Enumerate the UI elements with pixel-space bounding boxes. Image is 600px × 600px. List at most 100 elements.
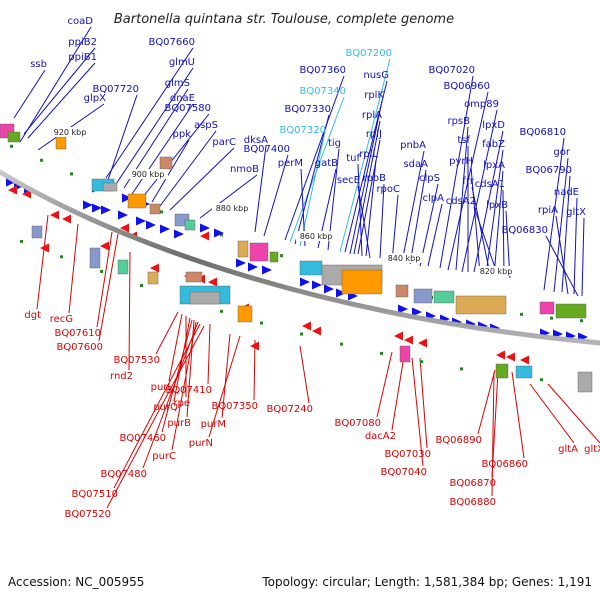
gene-label-bq07520: BQ07520	[64, 509, 111, 520]
leader-rpla	[353, 120, 381, 255]
leader-pyrh	[470, 166, 481, 275]
kbp-tick-labels: 920 kbp 900 kbp 880 kbp 860 kbp 840 kbp 820 k…	[50, 127, 516, 276]
reverse-gene-arrow	[62, 214, 71, 224]
leader-bq07350	[253, 339, 256, 401]
forward-gene-arrow	[398, 304, 408, 314]
gene-label-clpa: clpA	[423, 193, 445, 204]
reverse-gene-arrow	[418, 338, 427, 348]
kbp-tick-bg	[128, 169, 168, 179]
gene-tick-dot	[20, 239, 23, 243]
gene-feature-box	[555, 303, 587, 319]
gene-label-bq06890: BQ06890	[435, 435, 482, 446]
leader-bq06860	[511, 371, 525, 459]
forward-gene-arrow	[200, 223, 210, 233]
reverse-gene-labels: dgt recGBQ07610BQ07600rnd2BQ07530purLrpep…	[24, 310, 600, 520]
gene-label-glmu: glmU	[169, 57, 195, 68]
forward-gene-arrow	[214, 228, 224, 238]
gene-feature-box	[249, 242, 269, 262]
leader-gor	[553, 157, 569, 293]
leader-gltx	[547, 383, 600, 444]
gene-label-sdaa: sdaA	[403, 159, 428, 170]
gene-feature-box	[495, 363, 509, 379]
gene-label-purn: purN	[189, 438, 213, 449]
reverse-gene-arrow	[200, 231, 209, 241]
gene-tick-dot	[70, 172, 73, 176]
forward-gene-arrow	[146, 220, 156, 230]
reverse-gene-arrow	[40, 243, 49, 253]
forward-gene-arrow	[262, 265, 272, 275]
gene-label-nade: nadE	[554, 187, 579, 198]
leader-bq06880	[491, 371, 495, 497]
gene-label-bq07480: BQ07480	[100, 469, 147, 480]
gene-label-cdsa1: cdsA1	[475, 179, 505, 190]
gene-label-bq06810: BQ06810	[519, 127, 566, 138]
gene-label-purl: purL	[151, 382, 174, 393]
forward-gene-arrow	[101, 205, 111, 215]
gene-label-bq07040: BQ07040	[380, 467, 427, 478]
gene-label-tsf: tsf	[457, 135, 470, 146]
leader-bq07520	[106, 325, 205, 509]
leader-asps	[159, 130, 217, 207]
gene-tick-dot	[220, 233, 223, 237]
leader-bq06790	[561, 175, 571, 293]
leader-purq	[173, 317, 191, 402]
leader-purm	[221, 333, 231, 419]
leader-ppk	[151, 139, 190, 203]
forward-gene-arrow	[300, 277, 310, 287]
kbp-tick-840-kbp: 840 kbp	[388, 254, 421, 263]
leader-frr	[471, 186, 491, 275]
forward-gene-arrow	[136, 216, 146, 226]
gene-label-bq07720: BQ07720	[92, 84, 139, 95]
reverse-gene-arrow	[302, 321, 311, 331]
gene-label-gor: gor	[553, 147, 570, 158]
gene-tick-dot	[460, 367, 463, 371]
leader-rplk	[349, 100, 383, 255]
gene-label-pyrh: pyrH	[449, 156, 473, 167]
genome-backbone-arc	[0, 169, 600, 346]
gene-label-sece: secE	[337, 175, 360, 186]
leader-clps	[419, 183, 439, 267]
gene-label-ppk: ppk	[173, 129, 192, 140]
gene-label-rpob: rpoB	[363, 173, 387, 184]
gene-label-lpxa: lpxA	[483, 160, 505, 171]
gene-feature-box	[185, 271, 203, 283]
leader-bq07080	[376, 351, 393, 418]
gene-label-bq07610: BQ07610	[54, 328, 101, 339]
leader-rpll	[365, 159, 377, 257]
gene-feature-box	[149, 203, 161, 215]
gene-label-bq07360: BQ07360	[299, 65, 346, 76]
forward-gene-labels: coaD ssb ppiB2 ppiB1 glpX BQ07660 BQ07720 glmU g…	[30, 16, 586, 236]
gene-label-gltx: gltX	[566, 207, 586, 218]
gene-tick-dot	[10, 144, 13, 148]
gene-label-rpsb: rpsB	[447, 116, 470, 127]
leader-dksa	[254, 145, 267, 233]
gene-tick-dot	[580, 319, 583, 323]
forward-gene-arrow	[174, 229, 184, 239]
gene-feature-box	[433, 290, 455, 304]
gene-feature-box	[7, 131, 21, 143]
gene-label-bq06880: BQ06880	[449, 497, 496, 508]
leader-coad	[19, 26, 92, 143]
leader-bq07530	[155, 311, 179, 355]
reverse-gene-arrow	[496, 350, 505, 360]
leader-ppib2	[23, 47, 96, 135]
gene-label-bq07460: BQ07460	[119, 433, 166, 444]
gene-label-rpia: rpiA	[538, 205, 558, 216]
gene-label-rpla: rplA	[362, 110, 382, 121]
gene-label-bq07030: BQ07030	[384, 449, 431, 460]
kbp-tick-820-kbp: 820 kbp	[480, 267, 513, 276]
gene-label-bq07350: BQ07350	[211, 401, 258, 412]
leader-bq07030	[419, 357, 428, 449]
forward-gene-arrow	[312, 280, 322, 290]
reverse-gene-arrow	[100, 241, 109, 251]
gene-tick-dot	[340, 342, 343, 346]
leader-rpob	[379, 183, 385, 259]
leader-fabz	[485, 149, 504, 275]
leader-clpa	[427, 203, 443, 267]
gene-feature-box	[31, 225, 43, 239]
reverse-gene-arrow	[8, 185, 17, 195]
gene-label-bq07340: BQ07340	[299, 86, 346, 97]
leader-gltx	[581, 217, 585, 297]
reverse-gene-arrow	[394, 331, 403, 341]
